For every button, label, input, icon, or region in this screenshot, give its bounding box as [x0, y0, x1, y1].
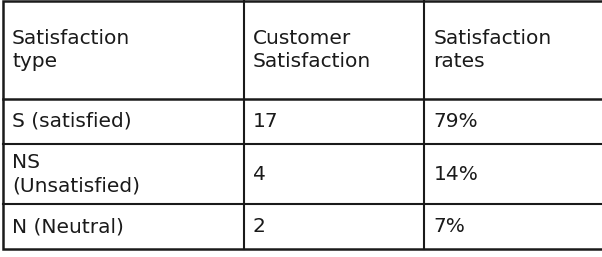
Text: Satisfaction
rates: Satisfaction rates	[433, 29, 551, 71]
Text: 2: 2	[253, 217, 265, 236]
Text: 14%: 14%	[433, 165, 479, 183]
Text: 17: 17	[253, 112, 279, 131]
Text: S (satisfied): S (satisfied)	[12, 112, 132, 131]
Text: Satisfaction
type: Satisfaction type	[12, 29, 130, 71]
Text: NS
(Unsatisfied): NS (Unsatisfied)	[12, 153, 140, 195]
Text: Customer
Satisfaction: Customer Satisfaction	[253, 29, 371, 71]
Text: N (Neutral): N (Neutral)	[12, 217, 124, 236]
Text: 4: 4	[253, 165, 265, 183]
Text: 7%: 7%	[433, 217, 465, 236]
Text: 79%: 79%	[433, 112, 478, 131]
